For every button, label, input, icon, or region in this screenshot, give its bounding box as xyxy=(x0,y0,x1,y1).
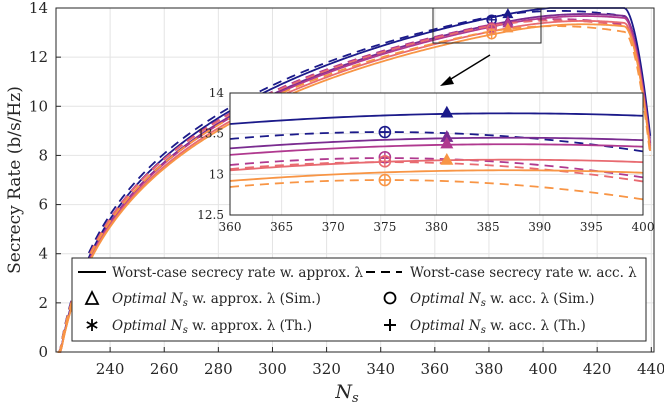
curve-1 xyxy=(57,9,652,353)
legend-label-asterisk: Optimal Ns w. approx. λ (Th.) xyxy=(112,318,312,336)
curve-7 xyxy=(57,23,652,353)
inset-x-tick-label-2: 370 xyxy=(322,220,345,234)
legend-label-approx-rate: Worst-case secrecy rate w. approx. λ xyxy=(112,265,364,281)
main-curves xyxy=(57,7,652,353)
x-tick-label-7: 380 xyxy=(475,360,504,378)
y-tick-label-1: 2 xyxy=(38,294,48,312)
x-tick-label-0: 240 xyxy=(96,360,125,378)
inset-x-tick-label-3: 375 xyxy=(373,220,396,234)
curve-8 xyxy=(57,25,652,353)
legend-label-circle: Optimal Ns w. acc. λ (Sim.) xyxy=(410,291,595,309)
main-markers xyxy=(486,8,514,40)
legend-label-plus: Optimal Ns w. acc. λ (Th.) xyxy=(410,318,586,336)
x-tick-label-10: 440 xyxy=(637,360,664,378)
inset-curve-7 xyxy=(229,169,644,182)
main-axes-box xyxy=(55,7,655,353)
main-marker-3 xyxy=(502,22,514,33)
y-tick-label-0: 0 xyxy=(38,343,48,361)
inset-y-tick-label-1: 13 xyxy=(209,167,224,181)
inset-x-tick-label-6: 390 xyxy=(528,220,551,234)
inset-curve-3 xyxy=(229,143,644,156)
inset-y-tick-label-3: 14 xyxy=(209,86,225,100)
x-tick-label-5: 340 xyxy=(366,360,395,378)
legend-circle-icon xyxy=(383,291,397,305)
y-tick-label-3: 6 xyxy=(38,196,48,214)
y-tick-label-4: 8 xyxy=(38,146,48,164)
inset-marker-3 xyxy=(440,152,454,165)
legend-triangle-icon xyxy=(84,289,100,305)
inset-markers xyxy=(378,105,454,187)
curve-5 xyxy=(57,20,652,353)
y-tick-label-6: 12 xyxy=(29,48,48,66)
inset-x-tick-label-0: 360 xyxy=(219,220,242,234)
y-tick-label-5: 10 xyxy=(29,97,48,115)
inset-x-tick-label-4: 380 xyxy=(425,220,448,234)
inset-x-tick-label-1: 365 xyxy=(270,220,293,234)
y-tick-label-2: 4 xyxy=(38,245,48,263)
zoom-arrow xyxy=(440,54,491,86)
main-tick-labels: 240 260 280 300 320 340 360 380 400 420 440 0 2 4 6 8 10… xyxy=(29,0,664,378)
x-axis-label: Ns xyxy=(334,381,359,405)
x-tick-label-2: 280 xyxy=(204,360,233,378)
inset-curves xyxy=(229,112,644,201)
inset-y-tick-label-2: 13.5 xyxy=(197,127,224,141)
legend-label-acc-rate: Worst-case secrecy rate w. acc. λ xyxy=(410,265,637,281)
x-tick-label-9: 420 xyxy=(583,360,612,378)
y-axis-label: Secrecy Rate (b/s/Hz) xyxy=(5,86,25,274)
curve-6 xyxy=(57,19,652,353)
inset-axes-box xyxy=(229,92,644,216)
inset-y-tick-label-0: 12.5 xyxy=(197,208,224,222)
legend-asterisk-icon xyxy=(86,319,98,331)
x-tick-label-3: 300 xyxy=(258,360,287,378)
y-tick-label-7: 14 xyxy=(29,0,48,17)
x-tick-label-8: 400 xyxy=(529,360,558,378)
inset-curve-2 xyxy=(229,136,644,150)
x-tick-label-1: 260 xyxy=(150,360,179,378)
inset-tick-labels: 360 365 370 375 380 385 390 395 400 12.5 13 13.5 14 xyxy=(197,86,654,234)
legend: Worst-case secrecy rate w. approx. λ Wor… xyxy=(71,257,647,342)
inset-x-tick-label-8: 400 xyxy=(632,220,655,234)
legend-label-triangle: Optimal Ns w. approx. λ (Sim.) xyxy=(112,291,321,309)
legend-box xyxy=(71,257,647,342)
zoom-region-box xyxy=(432,7,542,44)
inset-curve-0 xyxy=(229,112,644,125)
x-tick-label-6: 360 xyxy=(421,360,450,378)
legend-plus-icon xyxy=(384,319,396,331)
inset-x-tick-label-7: 395 xyxy=(580,220,603,234)
inset-curve-5 xyxy=(229,158,644,172)
inset-marker-2 xyxy=(440,136,454,149)
inset-marker-0 xyxy=(440,105,454,118)
x-tick-label-4: 320 xyxy=(312,360,341,378)
inset-x-tick-label-5: 385 xyxy=(477,220,500,234)
